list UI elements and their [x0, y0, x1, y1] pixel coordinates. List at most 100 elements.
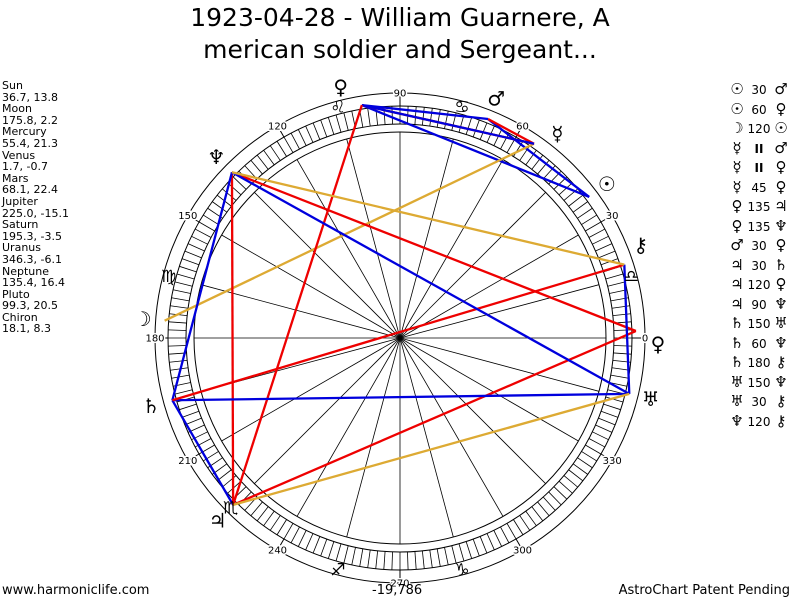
degree-tick	[359, 548, 364, 567]
aspect-row: ☿ II ♀	[727, 158, 791, 178]
aspect-planet-2-icon: ⚷	[775, 392, 787, 410]
degree-tick	[542, 496, 556, 511]
footer-site-link[interactable]: www.harmoniclife.com	[2, 583, 150, 598]
degree-tick	[436, 548, 441, 567]
aspect-planet-1-icon: ♃	[730, 275, 744, 293]
aspect-planet-1-icon: ☽	[730, 119, 744, 137]
division-tick	[187, 453, 200, 461]
aspect-line	[171, 399, 235, 506]
degree-tick	[290, 526, 300, 544]
aspect-angle: 30	[751, 395, 767, 409]
aspect-row: ☉ 30 ♂	[727, 80, 791, 100]
degree-tick	[581, 451, 597, 462]
degree-tick	[414, 551, 417, 570]
degree-tick	[537, 501, 550, 516]
aspect-angle: 90	[751, 297, 767, 312]
degree-tick	[290, 132, 300, 150]
degree-tick	[500, 526, 510, 544]
aspect-planet-2-icon: ♆	[774, 216, 788, 235]
pluto-icon: ♀	[333, 75, 348, 99]
degree-tick	[500, 132, 510, 150]
wheel-spoke	[254, 337, 401, 484]
degree-label: 330	[603, 456, 622, 467]
aspect-row: ☉ 60 ♀	[727, 100, 791, 120]
degree-tick	[276, 519, 287, 535]
aspect-angle: 60	[751, 336, 767, 351]
wheel-spoke	[399, 284, 600, 339]
degree-tick	[250, 160, 263, 175]
aspect-planet-1-icon: ♀	[731, 197, 743, 215]
position-name: Sun	[2, 79, 23, 92]
aspect-line	[172, 263, 625, 402]
aspect-row: ♅ 150 ♆	[727, 373, 791, 393]
degree-tick	[343, 545, 349, 564]
degree-tick	[486, 533, 495, 551]
aspect-row: ♄ 60 ♆	[727, 334, 791, 354]
degree-tick	[407, 551, 409, 570]
degree-tick	[568, 469, 584, 482]
aspect-row: ♀ 135 ♆	[727, 217, 791, 237]
aspect-planet-2-icon: ♂	[774, 80, 788, 98]
aspect-planet-2-icon: ♃	[774, 197, 788, 215]
degree-tick	[558, 480, 573, 494]
position-name: Mercury	[2, 125, 47, 139]
position-value: 175.8, 2.2	[2, 113, 58, 127]
division-tick	[277, 125, 285, 138]
degree-tick	[283, 136, 294, 153]
degree-tick	[256, 506, 269, 522]
degree-tick	[227, 480, 242, 494]
degree-tick	[170, 305, 189, 309]
degree-tick	[531, 154, 544, 170]
aspect-line	[171, 172, 234, 401]
planet-positions-list: Sun 36.7, 13.8 Moon 175.8, 2.2 Mercury 55.4, …	[2, 80, 69, 335]
degree-label: 210	[178, 456, 197, 467]
venus-icon: ♀	[651, 332, 666, 356]
position-value: 99.3, 20.5	[2, 299, 58, 313]
position-value: 195.3, -3.5	[2, 229, 62, 243]
degree-tick	[465, 541, 473, 559]
saturn-icon: ♄	[142, 394, 160, 418]
aspect-planet-2-icon: ⚷	[775, 411, 787, 430]
aspect-angle: 150	[747, 375, 771, 390]
degree-tick	[276, 141, 287, 157]
aspect-line	[231, 171, 630, 395]
title-line-1: 1923-04-28 - William Guarnere, A	[190, 3, 610, 32]
position-value: 135.4, 16.4	[2, 276, 65, 290]
position-name: Chiron	[2, 310, 38, 324]
degree-tick	[577, 207, 593, 219]
degree-tick	[444, 547, 449, 566]
wheel-spoke	[399, 159, 504, 339]
capricorn-sign-icon: ♑	[454, 560, 469, 580]
degree-tick	[351, 547, 356, 566]
degree-tick	[472, 538, 480, 557]
aspect-row: ♅ 30 ⚷	[727, 392, 791, 412]
degree-tick	[269, 145, 281, 161]
position-value: 346.3, -6.1	[2, 252, 62, 266]
degree-tick	[472, 119, 480, 138]
aspect-planet-1-icon: ☿	[732, 158, 742, 176]
degree-tick	[548, 491, 562, 506]
degree-tick	[421, 107, 425, 126]
degree-label: 30	[606, 211, 619, 222]
degree-tick	[451, 545, 457, 564]
degree-tick	[179, 265, 197, 273]
position-value: 36.7, 13.8	[2, 90, 58, 104]
degree-tick	[513, 519, 524, 535]
degree-tick	[335, 114, 342, 133]
aspect-planet-2-icon: ♂	[774, 138, 788, 157]
degree-tick	[436, 109, 441, 128]
wheel-spoke	[399, 337, 454, 538]
wheel-spoke	[399, 337, 579, 442]
aspect-planet-2-icon: ♆	[774, 333, 788, 352]
neptune-icon: ♆	[207, 145, 225, 169]
wheel-spoke	[399, 138, 454, 339]
aspect-row: ♀ 135 ♃	[727, 197, 791, 217]
degree-tick	[421, 550, 425, 569]
aspect-line	[231, 171, 637, 333]
aspect-planet-1-icon: ☿	[732, 177, 742, 196]
aspect-planet-1-icon: ♄	[730, 333, 744, 352]
aspect-angle: II	[754, 141, 764, 156]
degree-tick	[375, 550, 379, 569]
degree-tick	[172, 289, 191, 294]
degree-tick	[414, 106, 417, 125]
